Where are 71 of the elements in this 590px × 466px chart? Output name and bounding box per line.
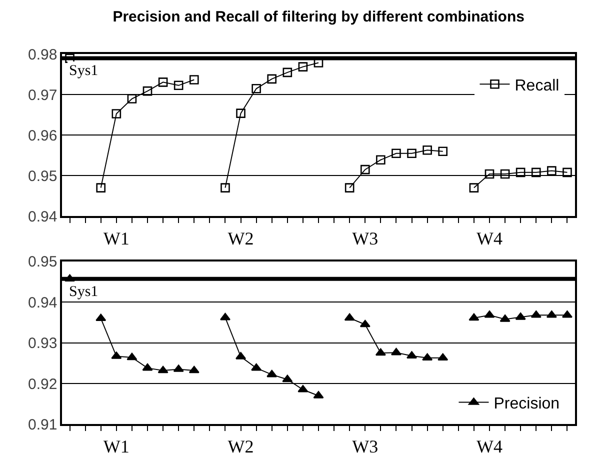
point	[422, 353, 433, 361]
point	[126, 352, 138, 360]
y-tick-label: 0.98	[28, 46, 58, 64]
point	[96, 314, 106, 322]
point	[516, 168, 526, 178]
point	[266, 370, 278, 378]
legend-label: Recall	[514, 77, 560, 94]
point	[530, 310, 542, 318]
x-tick-label: W1	[103, 228, 130, 248]
point	[469, 183, 479, 192]
y-tick-label: 0.94	[28, 294, 58, 312]
y-tick-label: 0.94	[28, 208, 58, 226]
point	[127, 94, 137, 104]
y-tick-label: 0.97	[28, 86, 58, 104]
point	[438, 146, 448, 156]
x-tick-label: W4	[476, 228, 502, 248]
x-tick-label: W1	[103, 436, 130, 457]
point	[392, 148, 401, 158]
y-tick-label: 0.95	[28, 168, 58, 185]
point	[407, 148, 416, 158]
point	[142, 363, 153, 371]
point	[282, 374, 293, 382]
y-tick-label: 0.96	[28, 127, 58, 144]
y-tick-label: 0.93	[28, 335, 58, 352]
chart-title: Precision and Recall of filtering by different combinations	[112, 8, 524, 26]
point	[236, 108, 246, 118]
point	[344, 183, 354, 192]
point	[96, 183, 106, 192]
ref-line-label: Sys1	[69, 63, 98, 79]
point	[546, 310, 557, 318]
point	[298, 62, 308, 72]
ref-line-label: Sys1	[69, 284, 98, 300]
point	[188, 366, 200, 374]
x-tick-label: W2	[228, 436, 254, 457]
point	[484, 169, 494, 179]
point	[220, 312, 230, 320]
point	[252, 84, 261, 94]
point	[158, 78, 168, 87]
point	[112, 109, 122, 118]
point	[484, 310, 495, 318]
point	[375, 348, 386, 356]
point	[189, 75, 199, 84]
legend-label: Precision	[494, 395, 560, 412]
x-tick-label: W2	[228, 228, 254, 248]
x-tick-label: W3	[352, 436, 378, 457]
point	[562, 168, 572, 178]
y-tick-label: 0.92	[28, 376, 58, 393]
point	[468, 313, 480, 321]
point	[360, 320, 370, 328]
point	[500, 169, 510, 179]
point	[344, 313, 355, 321]
point	[376, 155, 386, 165]
point	[142, 86, 152, 96]
point	[282, 68, 292, 78]
point	[547, 166, 556, 176]
point	[422, 146, 432, 155]
point	[390, 348, 402, 356]
point	[438, 353, 448, 361]
point	[267, 74, 277, 84]
y-tick-label: 0.95	[28, 254, 58, 271]
point	[298, 384, 308, 392]
point	[158, 366, 168, 374]
point	[251, 363, 262, 371]
point	[220, 183, 230, 192]
point	[531, 168, 541, 178]
x-tick-label: W3	[352, 228, 378, 248]
y-tick-label: 0.91	[28, 416, 58, 434]
point	[360, 164, 370, 174]
x-tick-label: W4	[476, 436, 502, 457]
point	[562, 310, 572, 318]
point	[174, 80, 184, 90]
